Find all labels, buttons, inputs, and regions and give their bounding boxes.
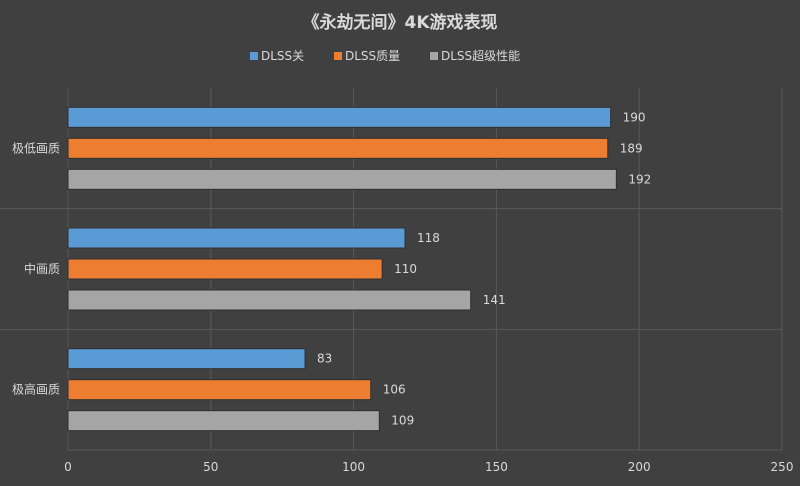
bar-0-0 — [67, 106, 612, 128]
category-label-0: 极低画质 — [12, 141, 60, 155]
bar-0-2 — [67, 168, 617, 190]
bar-2-2 — [67, 410, 380, 432]
legend: DLSS关 DLSS质量 DLSS超级性能 — [250, 48, 520, 63]
value-label-2-0: 83 — [317, 352, 332, 366]
category-label-1: 中画质 — [24, 261, 60, 276]
x-tick-label-2: 100 — [342, 460, 365, 474]
chart-title: 《永劫无间》4K游戏表现 — [302, 12, 497, 33]
x-tick-label-1: 50 — [203, 460, 218, 474]
category-label-2: 极高画质 — [12, 382, 60, 397]
value-label-2-2: 109 — [391, 414, 414, 428]
bar-1-2 — [67, 289, 472, 311]
bar-1-0 — [67, 227, 406, 249]
value-label-1-0: 118 — [417, 231, 440, 245]
bars — [67, 106, 617, 432]
value-labels: 190 189 192 118 110 141 83 106 109 — [317, 110, 651, 427]
x-tick-label-5: 250 — [771, 460, 794, 474]
legend-swatch-2 — [430, 52, 438, 60]
value-label-0-1: 189 — [620, 141, 643, 155]
value-label-0-0: 190 — [623, 110, 646, 124]
x-tick-label-3: 150 — [485, 460, 508, 474]
x-axis-ticks: 0 50 100 150 200 250 — [64, 460, 793, 474]
x-tick-label-0: 0 — [64, 460, 72, 474]
value-label-0-2: 192 — [628, 172, 651, 186]
category-separators — [0, 208, 782, 330]
bar-1-1 — [67, 258, 383, 280]
bar-2-0 — [67, 348, 306, 370]
bar-0-1 — [67, 137, 609, 159]
legend-label-0: DLSS关 — [261, 49, 304, 63]
value-label-1-2: 141 — [483, 293, 506, 307]
legend-swatch-0 — [250, 52, 258, 60]
legend-swatch-1 — [334, 52, 342, 60]
legend-label-1: DLSS质量 — [345, 49, 400, 63]
x-tick-label-4: 200 — [628, 460, 651, 474]
bar-2-1 — [67, 379, 372, 401]
value-label-1-1: 110 — [394, 262, 417, 276]
value-label-2-1: 106 — [383, 383, 406, 397]
legend-label-2: DLSS超级性能 — [441, 48, 520, 63]
